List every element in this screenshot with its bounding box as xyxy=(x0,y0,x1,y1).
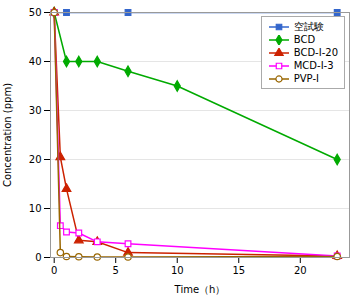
html-text:MCD-I-3: MCD-I-3 xyxy=(293,60,334,71)
svg-text:0: 0 xyxy=(35,252,41,263)
svg-text:40: 40 xyxy=(29,56,42,67)
html-text:BCD: BCD xyxy=(293,34,316,45)
svg-text:30: 30 xyxy=(29,105,42,116)
svg-text:10: 10 xyxy=(171,265,184,276)
svg-text:Concentration (ppm): Concentration (ppm) xyxy=(2,83,13,187)
svg-text:5: 5 xyxy=(113,265,119,276)
svg-text:20: 20 xyxy=(29,154,42,165)
html-text:空試験: 空試験 xyxy=(293,21,324,32)
html-text:PVP-I: PVP-I xyxy=(293,73,319,84)
svg-text:50: 50 xyxy=(29,7,42,18)
html-text:BCD-I-20: BCD-I-20 xyxy=(293,47,338,58)
svg-text:20: 20 xyxy=(294,265,307,276)
svg-text:15: 15 xyxy=(232,265,245,276)
svg-text:10: 10 xyxy=(29,203,42,214)
svg-text:Time（h）: Time（h） xyxy=(174,284,226,295)
svg-text:0: 0 xyxy=(51,265,57,276)
